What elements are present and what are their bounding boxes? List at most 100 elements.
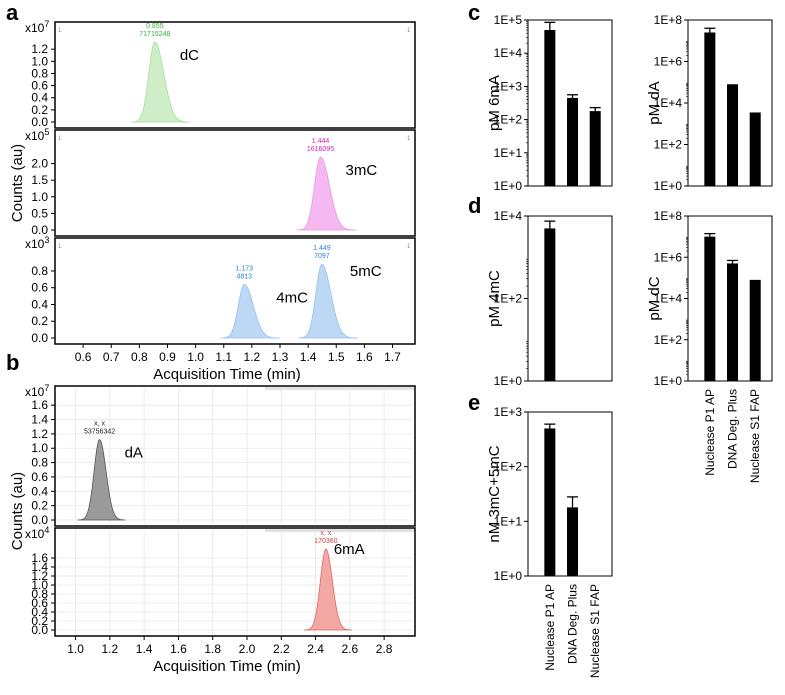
y-tick-label: 1E+0	[494, 569, 523, 583]
y-tick-label: 1E+4	[494, 209, 523, 223]
y-tick-label: 0.8	[31, 587, 48, 601]
y-axis-title: pM 6mA	[486, 75, 503, 131]
x-tick-label: 1.2	[244, 350, 261, 364]
x-tick-label: 2.0	[239, 642, 256, 656]
y-tick-label: 1E+4	[654, 96, 683, 110]
category-label: DNA Deg. Plus	[726, 389, 740, 469]
y-axis-title: pM dA	[646, 81, 663, 124]
y-tick-label: 1.0	[31, 578, 48, 592]
peak-retention-time: 1.173	[236, 265, 254, 272]
y-scale-exponent: 7	[44, 19, 49, 29]
category-label: Nuclease P1 AP	[543, 584, 557, 671]
x-tick-label: 1.1	[215, 350, 232, 364]
x-tick-label: 1.4	[300, 350, 317, 364]
y-tick-label: 1E+2	[494, 113, 523, 127]
peak-6mA	[303, 548, 352, 631]
y-scale-exponent: 4	[44, 525, 49, 535]
y-tick-label: 0.2	[31, 614, 48, 628]
peak-retention-time: 0.855	[146, 23, 164, 30]
category-label: Nuclease P1 AP	[703, 389, 717, 476]
y-tick-label: 0.8	[31, 66, 48, 80]
panel-letter-d: d	[468, 193, 482, 218]
bar-c-left-1	[567, 97, 579, 186]
bar-frame-d-left	[527, 215, 613, 382]
category-label: Nuclease S1 FAP	[588, 584, 602, 678]
bar-d-left-0	[544, 228, 556, 381]
y-tick-label: 1E+3	[494, 79, 523, 93]
bar-c-left-0	[544, 29, 556, 186]
y-tick-label: 0.6	[31, 596, 48, 610]
y-tick-label: 1E+3	[494, 405, 523, 419]
y-tick-label: 0.0	[31, 623, 48, 637]
toolbar-strip	[265, 529, 414, 532]
y-scale-exponent: 3	[44, 235, 49, 245]
category-label: DNA Deg. Plus	[566, 584, 580, 664]
y-tick-label: 0.4	[31, 605, 48, 619]
peak-area: 4813	[236, 273, 252, 280]
y-tick-label: 1E+0	[494, 179, 523, 193]
x-tick-label: 0.9	[159, 350, 176, 364]
y-axis-title: Counts (au)	[9, 472, 26, 550]
peak-area: 170360	[314, 538, 337, 545]
y-scale-label: x107	[25, 383, 49, 399]
chromatogram-frame-b-1	[54, 527, 416, 637]
peak-dA	[77, 439, 126, 521]
y-tick-label: 1.4	[31, 413, 48, 427]
y-tick-label: 0.6	[31, 470, 48, 484]
y-scale-exponent: 7	[44, 383, 49, 393]
x-tick-label: 2.6	[342, 642, 359, 656]
y-tick-label: 1E+4	[654, 292, 683, 306]
bar-e-0	[544, 428, 556, 576]
bar-c-right-1	[727, 84, 739, 186]
y-tick-label: 0.8	[31, 264, 48, 278]
y-tick-label: 0.2	[31, 314, 48, 328]
y-tick-label: 1E+8	[654, 209, 683, 223]
x-tick-label: 1.3	[272, 350, 289, 364]
y-tick-label: 1E+1	[494, 146, 523, 160]
chromatogram-frame-a-0	[54, 21, 416, 129]
x-tick-label: 0.8	[131, 350, 148, 364]
y-tick-label: 1.0	[31, 54, 48, 68]
window-index-right: 1	[407, 136, 411, 142]
y-tick-label: 1E+6	[654, 250, 683, 264]
y-tick-label: 1E+2	[654, 333, 683, 347]
peak-retention-time: 1.449	[313, 245, 331, 252]
y-tick-label: 1E+2	[654, 138, 683, 152]
y-tick-label: 1E+2	[494, 460, 523, 474]
y-tick-label: 1E+8	[654, 13, 683, 27]
y-tick-label: 2.0	[31, 157, 48, 171]
y-tick-label: 1.6	[31, 398, 48, 412]
y-tick-label: 1.2	[31, 427, 48, 441]
y-tick-label: 0.8	[31, 456, 48, 470]
bar-d-right-0	[704, 236, 716, 381]
y-tick-label: 1.6	[31, 551, 48, 565]
y-axis-title: nM 3mC+5mC	[486, 445, 503, 542]
x-axis-title: Acquisition Time (min)	[153, 658, 301, 675]
y-tick-label: 0.2	[31, 499, 48, 513]
panel-letter-a: a	[6, 0, 19, 25]
y-tick-label: 0.0	[31, 115, 48, 129]
window-index-right: 1	[407, 244, 411, 250]
y-tick-label: 1E+0	[494, 374, 523, 388]
bar-c-right-2	[749, 112, 761, 186]
y-tick-label: 1E+2	[494, 292, 523, 306]
peak-area: 7097	[314, 253, 330, 260]
x-tick-label: 1.7	[384, 350, 401, 364]
y-tick-label: 1E+4	[494, 46, 523, 60]
x-axis-title: Acquisition Time (min)	[153, 366, 301, 383]
chromatogram-frame-a-1	[54, 129, 416, 237]
peak-name-dC: dC	[180, 47, 199, 64]
category-label: Nuclease S1 FAP	[748, 389, 762, 483]
x-tick-label: 2.4	[307, 642, 324, 656]
x-tick-label: 1.2	[102, 642, 119, 656]
window-index-right: 1	[407, 28, 411, 34]
peak-name-5mC: 5mC	[350, 263, 382, 280]
bar-d-right-2	[749, 279, 761, 381]
toolbar-strip	[265, 387, 414, 390]
peak-area: 71715248	[139, 31, 170, 38]
y-tick-label: 1.4	[31, 560, 48, 574]
peak-retention-time: x, x	[320, 530, 331, 537]
window-index-left: 1	[58, 136, 62, 142]
y-tick-label: 0.4	[31, 91, 48, 105]
y-tick-label: 0.5	[31, 206, 48, 220]
